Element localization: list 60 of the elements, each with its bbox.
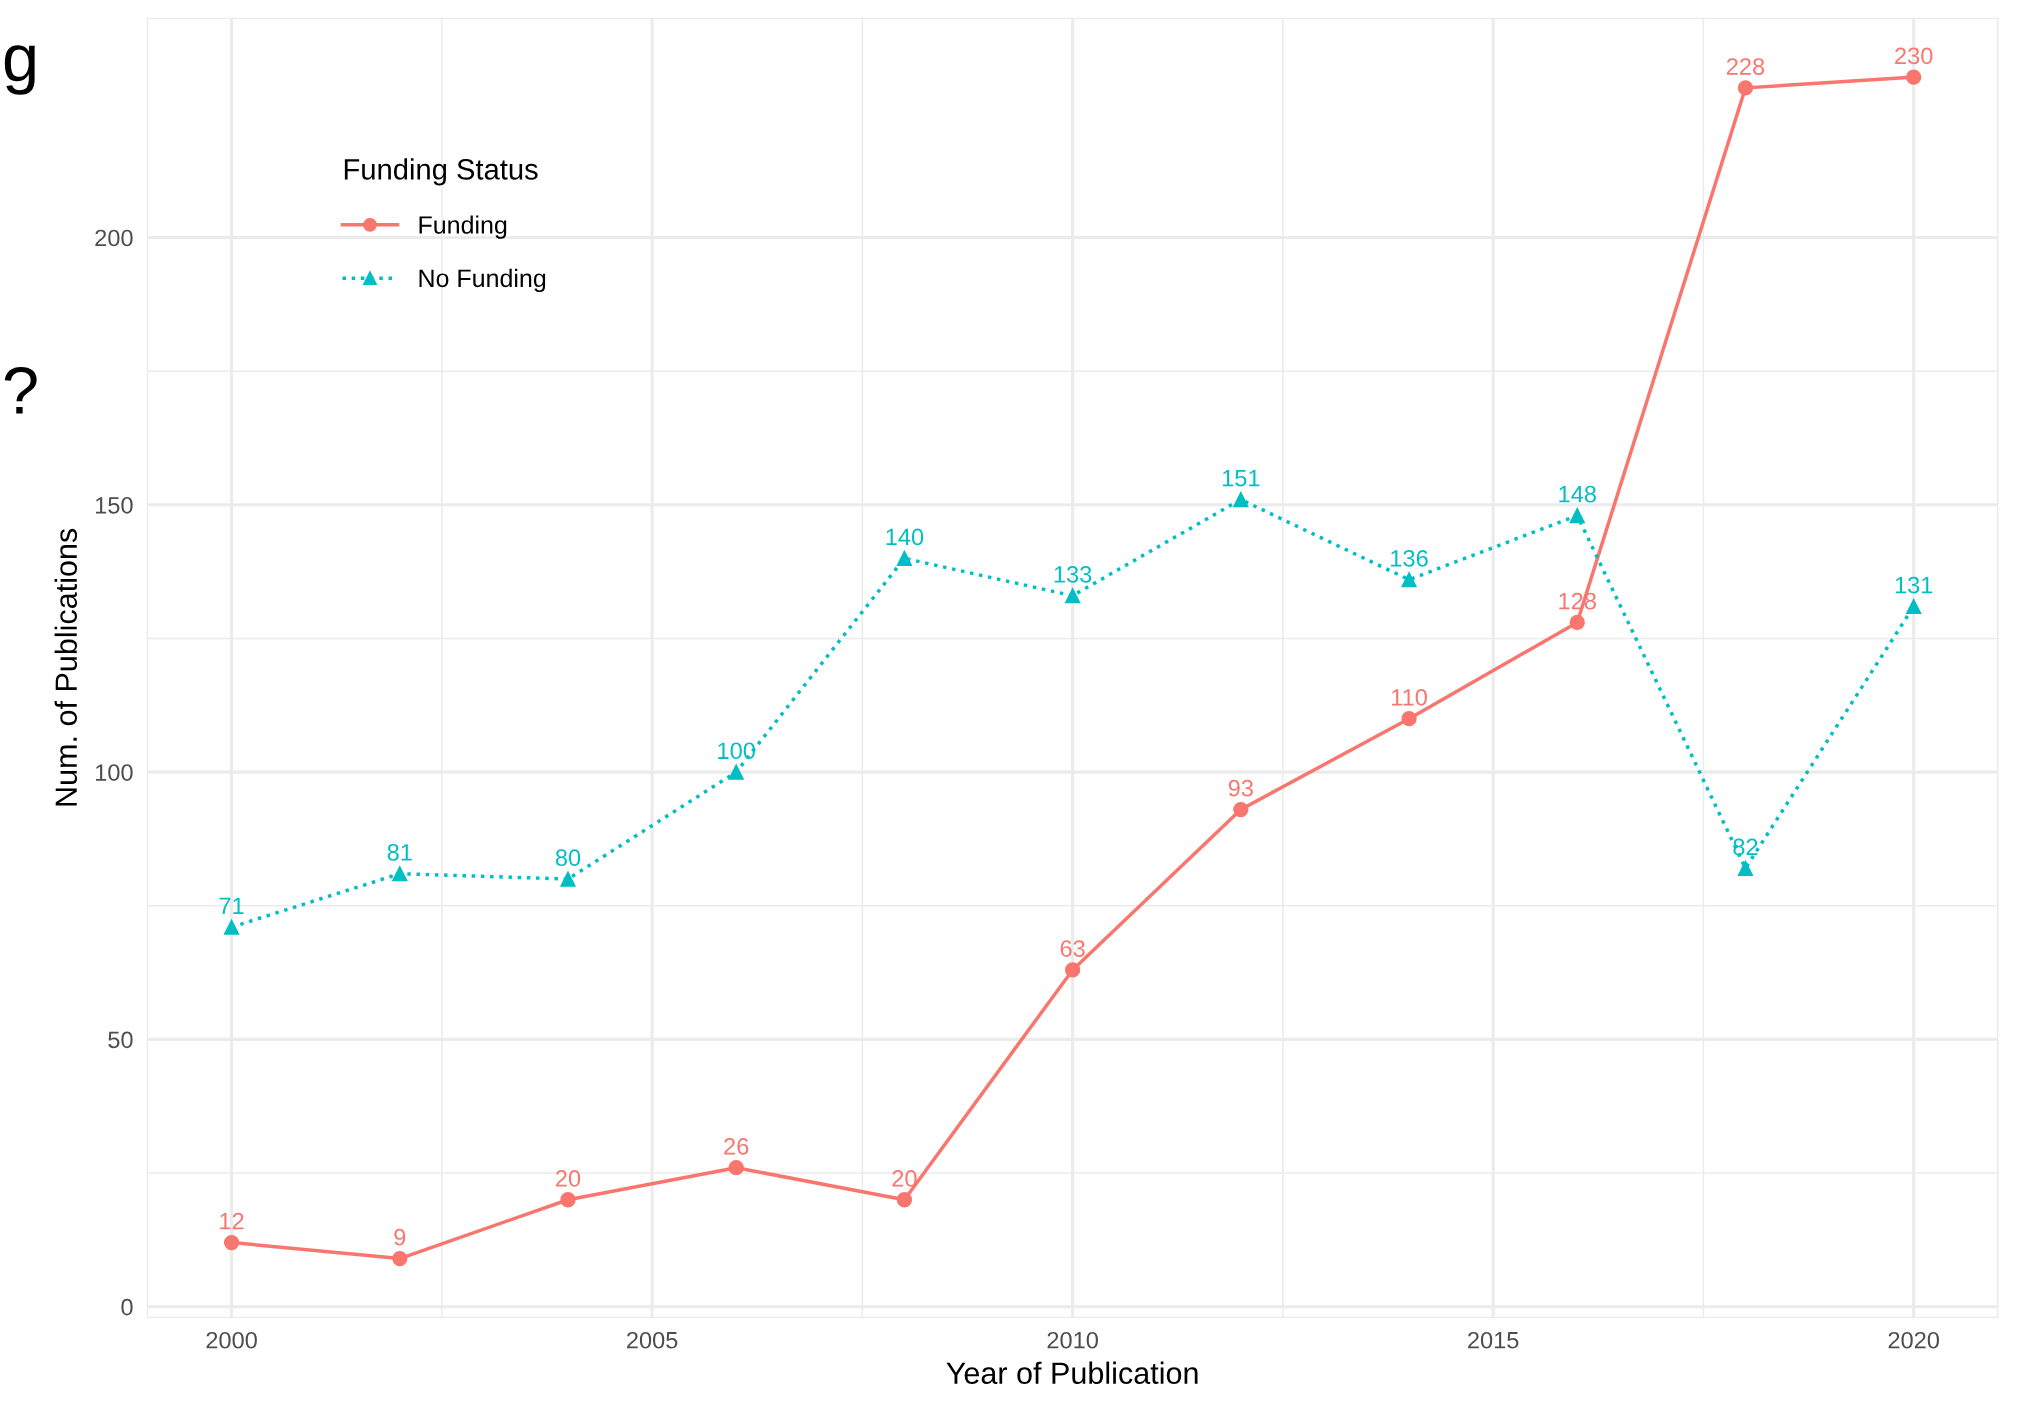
point [1569, 507, 1585, 524]
data-label: 12 [220, 1212, 244, 1230]
point [1233, 491, 1249, 508]
data-label: 151 [1222, 470, 1260, 487]
x-tick-label: 2020 [1888, 1331, 1940, 1349]
y-tick-label: 50 [108, 1031, 133, 1049]
point [728, 1160, 744, 1176]
legend-label: No Funding [419, 268, 546, 293]
data-label: 80 [555, 849, 581, 867]
point [1737, 80, 1754, 96]
legend-label: Funding [419, 215, 507, 239]
x-tick-label: 2005 [627, 1331, 678, 1349]
point [1401, 711, 1417, 727]
point [896, 550, 913, 566]
point [392, 1250, 408, 1267]
y-tick-label: 200 [95, 229, 133, 247]
data-label: 9 [394, 1228, 406, 1246]
data-label: 148 [1559, 485, 1596, 503]
point [1233, 801, 1249, 818]
point [1064, 588, 1081, 604]
point [560, 1192, 576, 1208]
data-label: 81 [387, 843, 412, 861]
y-tick-label: 150 [95, 496, 133, 514]
data-label: 140 [886, 528, 924, 546]
data-label: 110 [1392, 688, 1427, 706]
point [560, 871, 576, 887]
point [223, 1234, 240, 1251]
data-label: 230 [1895, 47, 1933, 65]
data-label: 100 [718, 742, 755, 760]
legend-title: Funding Status [344, 158, 538, 186]
data-label: 133 [1054, 566, 1092, 583]
data-label: 228 [1726, 58, 1765, 75]
text: g [4, 45, 35, 95]
text: ? [4, 366, 37, 414]
y-axis-title: Num. of Publications [54, 528, 78, 806]
data-label: 63 [1060, 940, 1085, 957]
point [1569, 614, 1585, 631]
data-label: 93 [1228, 779, 1253, 797]
x-tick-label: 2010 [1047, 1331, 1098, 1349]
data-label: 26 [724, 1137, 749, 1155]
data-label: 20 [556, 1170, 581, 1187]
point [728, 764, 744, 780]
data-label: 131 [1895, 576, 1933, 594]
data-label: 136 [1391, 549, 1428, 567]
point [1064, 962, 1081, 978]
x-tick-label: 2015 [1468, 1331, 1519, 1349]
y-tick-label: 100 [95, 764, 133, 781]
point [1737, 860, 1754, 876]
y-tick-label: 0 [121, 1298, 133, 1316]
data-label: 20 [892, 1170, 917, 1187]
point [223, 919, 240, 935]
point [1906, 598, 1922, 615]
x-tick-label: 2000 [206, 1331, 257, 1349]
point [392, 866, 408, 882]
point [896, 1192, 913, 1208]
data-label: 82 [1733, 838, 1758, 856]
x-axis-title: Year of Publication [946, 1361, 1198, 1385]
data-label: 71 [219, 897, 244, 914]
point [1906, 69, 1922, 85]
point [1401, 572, 1417, 588]
